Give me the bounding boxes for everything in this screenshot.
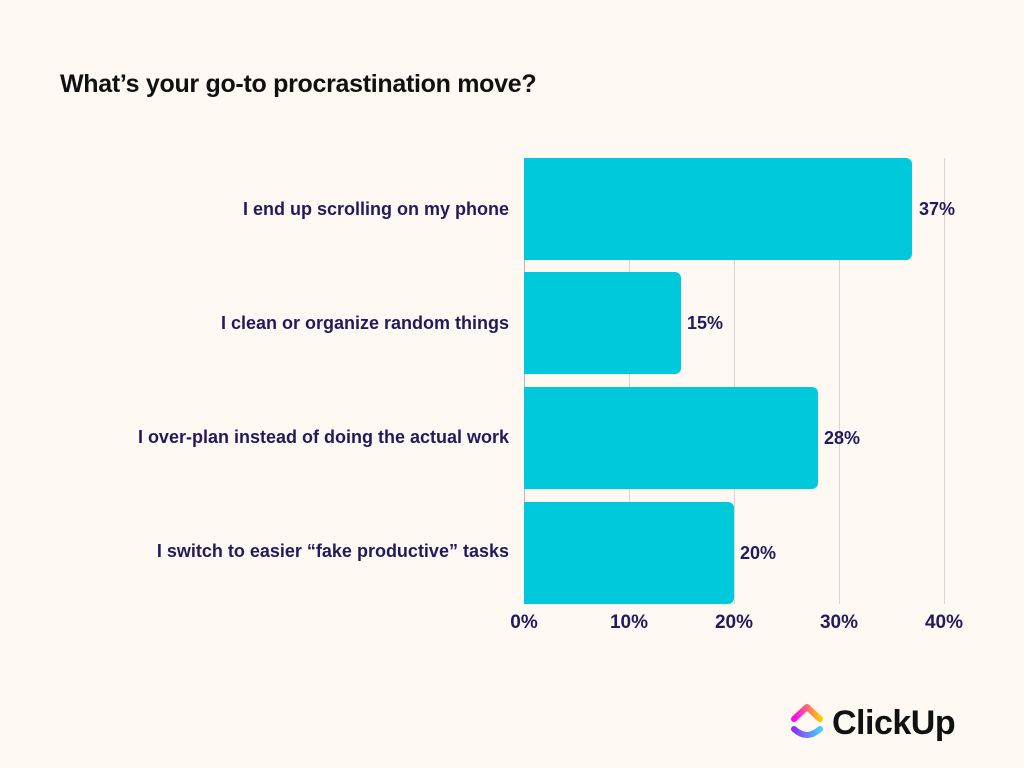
gridline-10	[629, 158, 630, 604]
x-tick-label: 10%	[609, 612, 649, 633]
category-label: I over-plan instead of doing the actual …	[137, 427, 509, 447]
gridline-20	[734, 158, 735, 604]
category-label: I clean or organize random things	[220, 313, 509, 333]
gridline-30	[839, 158, 840, 604]
bar	[524, 158, 912, 260]
category-label: I switch to easier “fake productive” tas…	[156, 541, 509, 561]
bar	[524, 387, 818, 489]
gridline-40	[944, 158, 945, 604]
plot-area: 37% 15% 28% 20%	[524, 158, 955, 604]
y-axis-line	[524, 158, 525, 604]
clickup-logo: ClickUp	[790, 702, 956, 745]
x-tick-label: 40%	[924, 612, 964, 633]
bar	[524, 502, 734, 604]
x-tick-label: 20%	[714, 612, 754, 633]
bar-value-label: 20%	[740, 543, 777, 563]
bar-value-label: 37%	[919, 199, 956, 219]
bar	[524, 272, 681, 374]
brand-name: ClickUp	[832, 704, 956, 742]
category-label: I end up scrolling on my phone	[242, 199, 509, 219]
x-tick-label: 30%	[819, 612, 859, 633]
x-tick-label: 0%	[510, 612, 538, 633]
clickup-logo-icon	[790, 702, 824, 745]
bar-value-label: 15%	[687, 313, 724, 333]
bar-value-label: 28%	[824, 428, 861, 448]
chart-title: What’s your go-to procrastination move?	[60, 70, 537, 98]
